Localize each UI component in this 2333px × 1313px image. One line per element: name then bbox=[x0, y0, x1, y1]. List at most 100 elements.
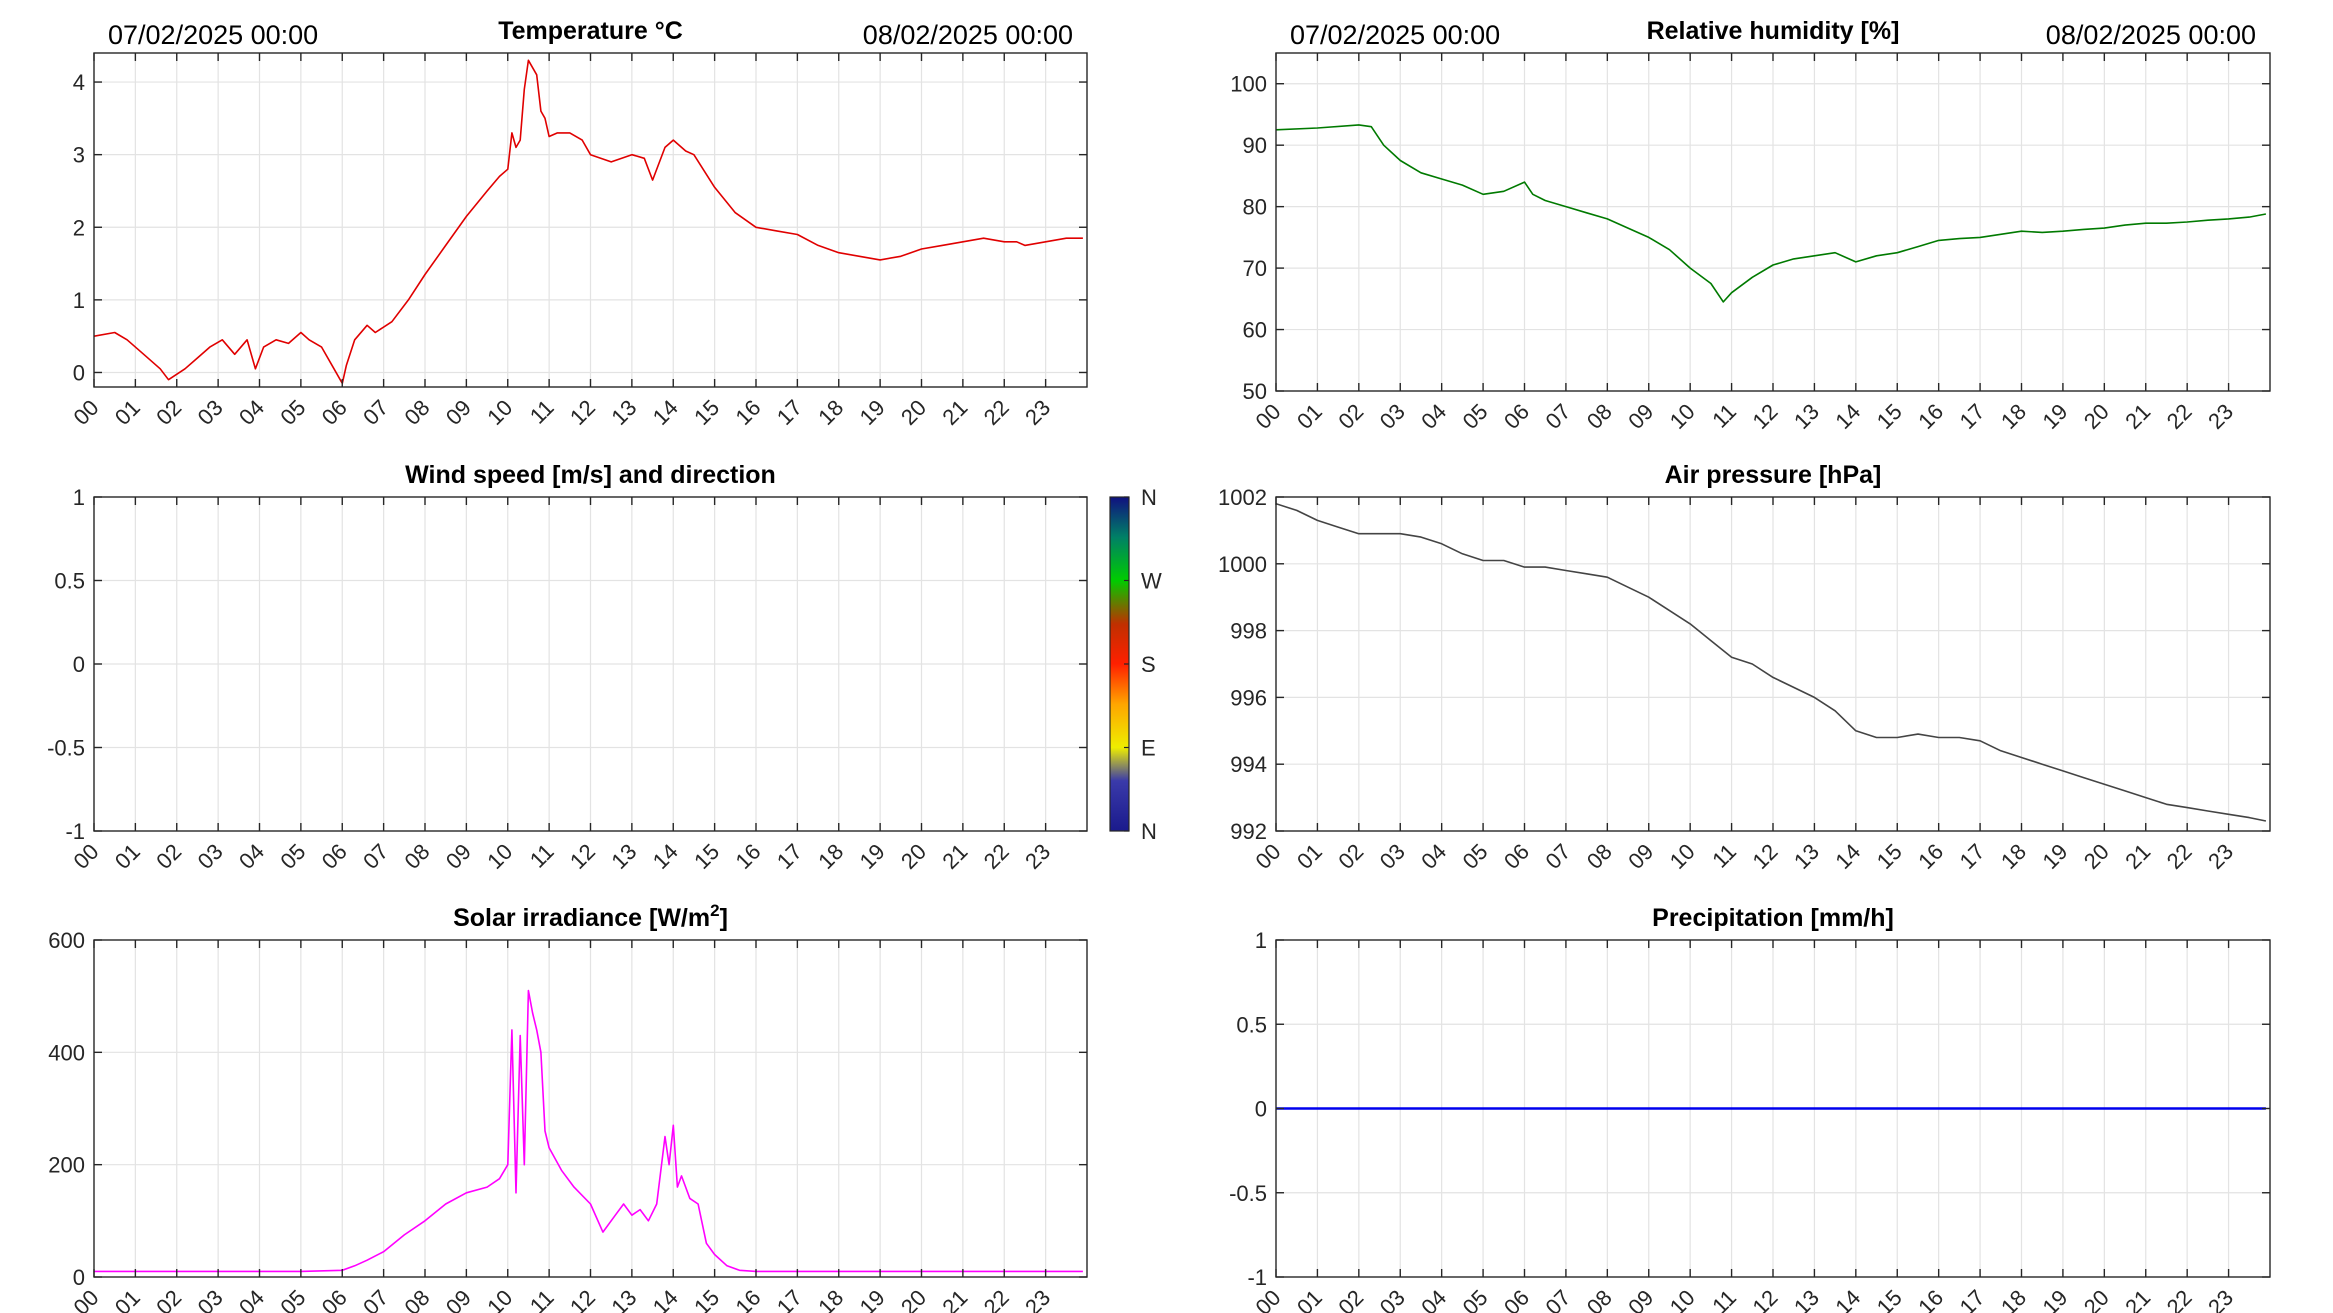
press-xtick-label: 00 bbox=[1251, 839, 1286, 874]
rh-xtick-label: 07 bbox=[1540, 399, 1575, 434]
press-xtick-label: 02 bbox=[1333, 839, 1368, 874]
temp-xtick-label: 05 bbox=[275, 395, 310, 430]
wind-xtick-label: 06 bbox=[317, 839, 352, 874]
temp-xtick-label: 09 bbox=[441, 395, 476, 430]
solar-xtick-label: 08 bbox=[400, 1285, 435, 1313]
rh-xtick-label: 09 bbox=[1623, 399, 1658, 434]
press-xtick-label: 05 bbox=[1458, 839, 1493, 874]
temp-xtick-label: 23 bbox=[1020, 395, 1055, 430]
rh-ytick-label: 60 bbox=[1243, 318, 1267, 343]
press-xtick-label: 23 bbox=[2203, 839, 2238, 874]
precip-xtick-label: 10 bbox=[1665, 1285, 1700, 1313]
wind-xtick-label: 19 bbox=[855, 839, 890, 874]
precip-xtick-label: 21 bbox=[2120, 1285, 2155, 1313]
rh-ytick-label: 70 bbox=[1243, 256, 1267, 281]
press-title: Air pressure [hPa] bbox=[1665, 461, 1882, 489]
temp-xtick-label: 17 bbox=[772, 395, 807, 430]
solar-xtick-label: 18 bbox=[813, 1285, 848, 1313]
rh-xtick-label: 22 bbox=[2162, 399, 2197, 434]
rh-xtick-label: 23 bbox=[2203, 399, 2238, 434]
temp-ytick-label: 2 bbox=[73, 215, 85, 240]
precip-xtick-label: 20 bbox=[2079, 1285, 2114, 1313]
solar-xtick-label: 20 bbox=[896, 1285, 931, 1313]
rh-xtick-label: 08 bbox=[1582, 399, 1617, 434]
rh-date-start: 07/02/2025 00:00 bbox=[1290, 20, 1500, 50]
wind-xtick-label: 07 bbox=[358, 839, 393, 874]
press-ytick-label: 996 bbox=[1230, 685, 1267, 710]
solar-xtick-label: 04 bbox=[234, 1285, 269, 1313]
precip-xtick-label: 07 bbox=[1540, 1285, 1575, 1313]
solar-xtick-label: 06 bbox=[317, 1285, 352, 1313]
precip-xtick-label: 09 bbox=[1623, 1285, 1658, 1313]
solar-xtick-label: 16 bbox=[731, 1285, 766, 1313]
rh-ytick-label: 100 bbox=[1230, 72, 1267, 97]
colorbar-label: E bbox=[1141, 736, 1156, 761]
solar-xtick-label: 15 bbox=[689, 1285, 724, 1313]
solar-xtick-label: 05 bbox=[275, 1285, 310, 1313]
precip-ytick-label: 0 bbox=[1255, 1097, 1267, 1122]
wind-xtick-label: 01 bbox=[110, 839, 145, 874]
solar-xtick-label: 09 bbox=[441, 1285, 476, 1313]
temp-ytick-label: 0 bbox=[73, 360, 85, 385]
wind-title: Wind speed [m/s] and direction bbox=[405, 461, 776, 489]
precip-xtick-label: 16 bbox=[1913, 1285, 1948, 1313]
rh-xtick-label: 12 bbox=[1748, 399, 1783, 434]
rh-xtick-label: 18 bbox=[1996, 399, 2031, 434]
colorbar-label: N bbox=[1141, 819, 1157, 844]
solar-ytick-label: 0 bbox=[73, 1265, 85, 1290]
precip-ytick-label: -0.5 bbox=[1229, 1181, 1267, 1206]
rh-xtick-label: 20 bbox=[2079, 399, 2114, 434]
press-xtick-label: 18 bbox=[1996, 839, 2031, 874]
solar-xtick-label: 11 bbox=[525, 1285, 559, 1313]
temp-xtick-label: 16 bbox=[731, 395, 766, 430]
press-xtick-label: 16 bbox=[1913, 839, 1948, 874]
temp-xtick-label: 21 bbox=[937, 395, 972, 430]
precip-xtick-label: 01 bbox=[1292, 1285, 1327, 1313]
solar-xtick-label: 12 bbox=[565, 1285, 600, 1313]
precip-xtick-label: 06 bbox=[1499, 1285, 1534, 1313]
rh-xtick-label: 01 bbox=[1292, 399, 1327, 434]
precip-xtick-label: 17 bbox=[1955, 1285, 1990, 1313]
solar-ytick-label: 400 bbox=[48, 1040, 85, 1065]
temp-xtick-label: 15 bbox=[689, 395, 724, 430]
rh-xtick-label: 15 bbox=[1872, 399, 1907, 434]
precip-xtick-label: 12 bbox=[1748, 1285, 1783, 1313]
temp-xtick-label: 06 bbox=[317, 395, 352, 430]
wind-xtick-label: 03 bbox=[193, 839, 228, 874]
precip-xtick-label: 23 bbox=[2203, 1285, 2238, 1313]
temp-xtick-label: 13 bbox=[606, 395, 641, 430]
wind-xtick-label: 12 bbox=[565, 839, 600, 874]
press-xtick-label: 11 bbox=[1707, 839, 1741, 873]
solar-xtick-label: 07 bbox=[358, 1285, 393, 1313]
wind-xtick-label: 21 bbox=[937, 839, 972, 874]
precip-xtick-label: 03 bbox=[1375, 1285, 1410, 1313]
wind-xtick-label: 16 bbox=[731, 839, 766, 874]
solar-xtick-label: 03 bbox=[193, 1285, 228, 1313]
wind-xtick-label: 02 bbox=[151, 839, 186, 874]
press-xtick-label: 08 bbox=[1582, 839, 1617, 874]
temp-xtick-label: 14 bbox=[648, 395, 683, 430]
precip-xtick-label: 15 bbox=[1872, 1285, 1907, 1313]
press-ytick-label: 994 bbox=[1230, 752, 1267, 777]
precip-xtick-label: 08 bbox=[1582, 1285, 1617, 1313]
solar-xtick-label: 21 bbox=[937, 1285, 972, 1313]
rh-ytick-label: 80 bbox=[1243, 195, 1267, 220]
wind-ytick-label: -1 bbox=[65, 819, 85, 844]
rh-xtick-label: 17 bbox=[1955, 399, 1990, 434]
solar-xtick-label: 01 bbox=[110, 1285, 145, 1313]
press-xtick-label: 03 bbox=[1375, 839, 1410, 874]
press-xtick-label: 06 bbox=[1499, 839, 1534, 874]
precip-xtick-label: 11 bbox=[1707, 1285, 1741, 1313]
press-xtick-label: 14 bbox=[1830, 839, 1865, 874]
wind-ytick-label: 0.5 bbox=[54, 569, 85, 594]
solar-xtick-label: 10 bbox=[482, 1285, 517, 1313]
rh-xtick-label: 04 bbox=[1416, 399, 1451, 434]
rh-xtick-label: 13 bbox=[1789, 399, 1824, 434]
wind-ytick-label: 1 bbox=[73, 485, 85, 510]
temp-xtick-label: 20 bbox=[896, 395, 931, 430]
press-ytick-label: 1000 bbox=[1218, 552, 1267, 577]
wind-xtick-label: 08 bbox=[400, 839, 435, 874]
precip-ytick-label: 1 bbox=[1255, 928, 1267, 953]
